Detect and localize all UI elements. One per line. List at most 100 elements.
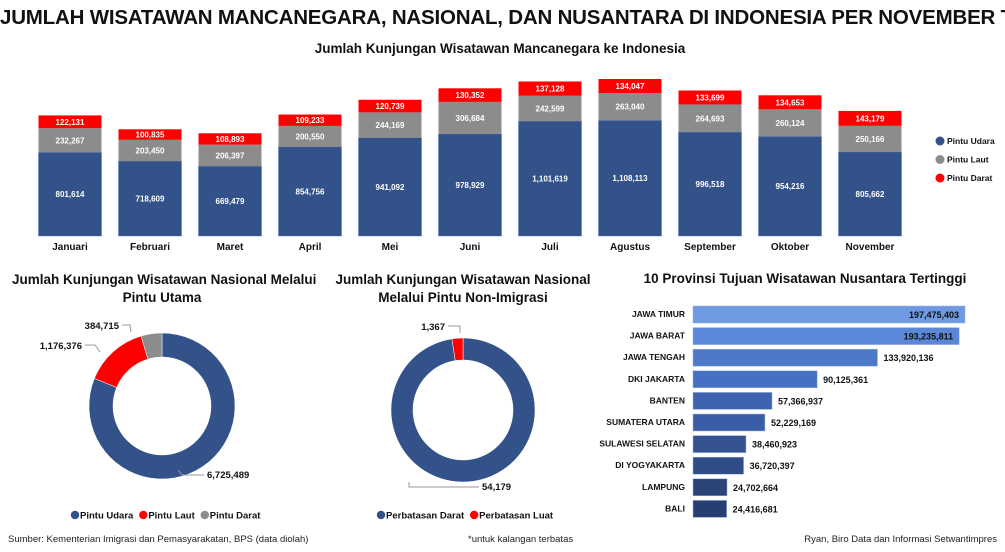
province-bar — [692, 413, 766, 432]
bar-pintu-darat — [598, 79, 662, 93]
x-tick-label: Juli — [541, 242, 558, 253]
data-label: 1,101,619 — [532, 175, 568, 184]
bar-pintu-laut — [838, 125, 902, 152]
bar-pintu-darat — [358, 99, 422, 113]
data-label: 996,518 — [696, 180, 725, 189]
x-tick-label: Maret — [217, 242, 244, 253]
x-tick-label: November — [846, 242, 895, 253]
x-tick-label: April — [299, 242, 322, 253]
bar-pintu-darat — [438, 88, 502, 102]
chart3-title: Jumlah Kunjungan Wisatawan Nasional Mela… — [313, 271, 613, 307]
leader-line — [408, 482, 479, 488]
legend-marker — [200, 510, 209, 520]
legend-label: Pintu Darat — [210, 511, 262, 522]
category-label: JAWA TENGAH — [623, 352, 685, 362]
bar-pintu-udara — [198, 165, 262, 237]
bar-pintu-udara — [278, 146, 342, 237]
category-label: DI YOGYAKARTA — [615, 460, 685, 470]
data-label: 242,599 — [536, 104, 565, 113]
data-label: 36,720,397 — [750, 461, 795, 471]
x-tick-label: Oktober — [771, 242, 809, 253]
bar-pintu-darat — [38, 115, 102, 129]
category-label: DKI JAKARTA — [628, 374, 685, 384]
bar-pintu-laut — [198, 144, 262, 167]
restricted-note: *untuk kalangan terbatas — [468, 534, 574, 545]
chart1-title: Jumlah Kunjungan Wisatawan Mancanegara k… — [314, 41, 686, 56]
bar-pintu-udara — [838, 151, 902, 237]
bar-pintu-laut — [118, 139, 182, 162]
source-note: Sumber: Kementerian Imigrasi dan Pemasya… — [8, 534, 309, 545]
bar-pintu-udara — [678, 131, 742, 237]
data-label: 38,460,923 — [752, 440, 797, 450]
chart2-title-line2: Pintu Utama — [122, 290, 202, 305]
bar-pintu-laut — [278, 125, 342, 147]
leader-line — [122, 324, 132, 333]
data-label: 24,702,664 — [733, 483, 778, 493]
bar-pintu-laut — [598, 92, 662, 121]
data-label: 206,397 — [216, 151, 245, 160]
data-label: 260,124 — [776, 119, 805, 128]
legend-marker — [935, 136, 945, 146]
legend-label: Perbatasan Darat — [386, 511, 465, 522]
donut-slice-perbatasan-darat — [390, 337, 536, 483]
category-label: SULAWESI SELATAN — [599, 439, 685, 449]
bar-pintu-laut — [518, 95, 582, 122]
donut-slice-pintu-darat — [140, 332, 163, 360]
donut-slice-pintu-laut — [94, 335, 149, 388]
main-title: JUMLAH WISATAWAN MANCANEGARA, NASIONAL, … — [0, 6, 1005, 29]
province-bar — [692, 348, 878, 367]
category-label: SUMATERA UTARA — [606, 417, 685, 427]
data-label: 264,693 — [696, 114, 725, 123]
data-label: 100,835 — [136, 131, 165, 140]
data-label: 801,614 — [56, 190, 85, 199]
data-label: 57,366,937 — [778, 396, 823, 406]
category-label: JAWA TIMUR — [632, 309, 685, 319]
donut-slice-perbatasan-luat — [451, 337, 464, 361]
leader-line — [448, 325, 461, 333]
bar-pintu-darat — [198, 133, 262, 145]
legend-label: Perbatasan Luat — [479, 511, 554, 522]
leader-line — [177, 469, 204, 476]
legend-label: Pintu Darat — [947, 173, 993, 183]
donut-value-label: 6,725,489 — [207, 470, 249, 481]
bar-pintu-darat — [758, 95, 822, 110]
data-label: 232,267 — [56, 136, 85, 145]
bar-pintu-udara — [518, 120, 582, 237]
province-bar — [692, 392, 773, 410]
province-bar — [692, 327, 960, 345]
data-label: 130,352 — [456, 91, 485, 100]
data-label: 1,108,113 — [612, 174, 648, 183]
bar-pintu-laut — [38, 128, 102, 153]
bar-pintu-udara — [438, 133, 502, 237]
data-label: 250,166 — [856, 135, 885, 144]
bar-pintu-laut — [678, 104, 742, 133]
data-label: 52,229,169 — [771, 418, 816, 428]
bar-pintu-darat — [518, 81, 582, 96]
legend-label: Pintu Laut — [148, 511, 195, 522]
category-label: BANTEN — [650, 395, 685, 405]
data-label: 109,233 — [296, 116, 325, 125]
x-tick-label: Mei — [382, 242, 399, 253]
donut-value-label: 1,367 — [421, 322, 445, 333]
author-note: Ryan, Biro Data dan Informasi Setwantimp… — [804, 534, 997, 545]
bar-pintu-darat — [278, 114, 342, 126]
bar-pintu-udara — [358, 137, 422, 237]
legend-label: Pintu Udara — [947, 136, 995, 146]
data-label: 941,092 — [376, 183, 405, 192]
data-label: 122,131 — [56, 118, 85, 127]
province-bar — [692, 456, 744, 475]
data-label: 133,699 — [696, 93, 725, 102]
data-label: 805,662 — [856, 190, 885, 199]
data-label: 203,450 — [136, 146, 165, 155]
data-label: 200,550 — [296, 132, 325, 141]
category-label: BALI — [665, 503, 685, 513]
leader-line — [85, 344, 101, 353]
data-label: 193,235,811 — [904, 332, 954, 342]
legend-label: Pintu Laut — [947, 155, 989, 165]
chart4-title: 10 Provinsi Tujuan Wisatawan Nusantara T… — [643, 271, 967, 286]
data-label: 954,216 — [776, 182, 805, 191]
data-label: 306,684 — [456, 114, 485, 123]
x-tick-label: Februari — [130, 242, 170, 253]
legend-marker — [935, 173, 945, 183]
province-bar — [692, 305, 966, 324]
